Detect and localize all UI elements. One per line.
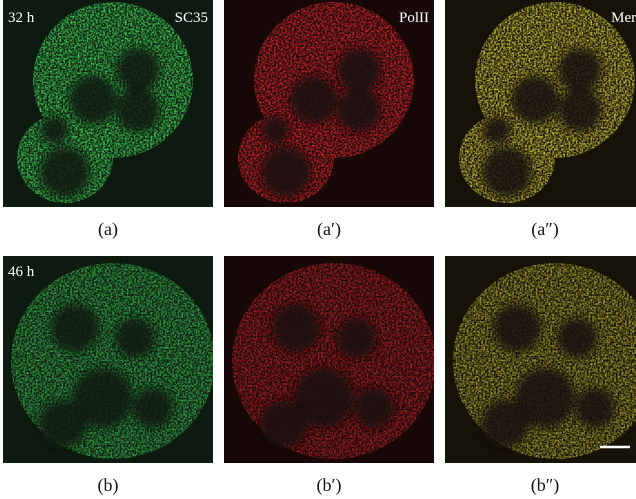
channel-label: Merge [611,10,636,26]
nucleolus [272,304,320,352]
panel: 46 h [3,256,215,463]
nucleolus [558,88,602,132]
nucleolus [290,76,338,124]
nucleolus [41,116,69,144]
nucleolus [354,388,394,428]
panel-caption: (b) [98,475,119,496]
nucleolus [481,400,529,448]
time-label: 46 h [8,264,35,280]
nucleolus [262,116,290,144]
panel-caption: (b″) [531,475,560,496]
nucleolus [337,88,381,132]
nucleolus [133,388,173,428]
nucleolus [115,318,155,358]
nucleolus [575,388,615,428]
panel [445,256,636,463]
nucleolus [260,400,308,448]
nucleolus [483,116,511,144]
nucleolus [40,147,90,197]
time-label: 32 h [8,10,35,26]
channel-label: SC35 [175,10,208,26]
panel: 32 h SC35 [3,0,213,207]
nucleolus [558,48,602,92]
nucleolus [337,48,381,92]
panel-caption: (b′) [317,475,342,496]
nucleolus [116,48,160,92]
panel-caption: (a) [98,219,118,240]
figure: 32 h SC35 (a) PolII (a′) Merge (a″) 46 h (b) (b′)… [0,0,636,499]
nucleolus [557,318,597,358]
nucleolus [69,76,117,124]
nucleolus [511,76,559,124]
nucleolus [51,304,99,352]
nucleolus [116,88,160,132]
panel: PolII [224,0,434,207]
panel-caption: (a″) [531,219,558,240]
nucleolus [482,147,532,197]
panel [224,256,436,463]
nucleolus [493,304,541,352]
nucleolus [261,147,311,197]
nucleolus [336,318,376,358]
channel-label: PolII [399,10,429,26]
nucleolus [39,400,87,448]
panel-caption: (a′) [317,219,341,240]
panel: Merge [445,0,636,207]
